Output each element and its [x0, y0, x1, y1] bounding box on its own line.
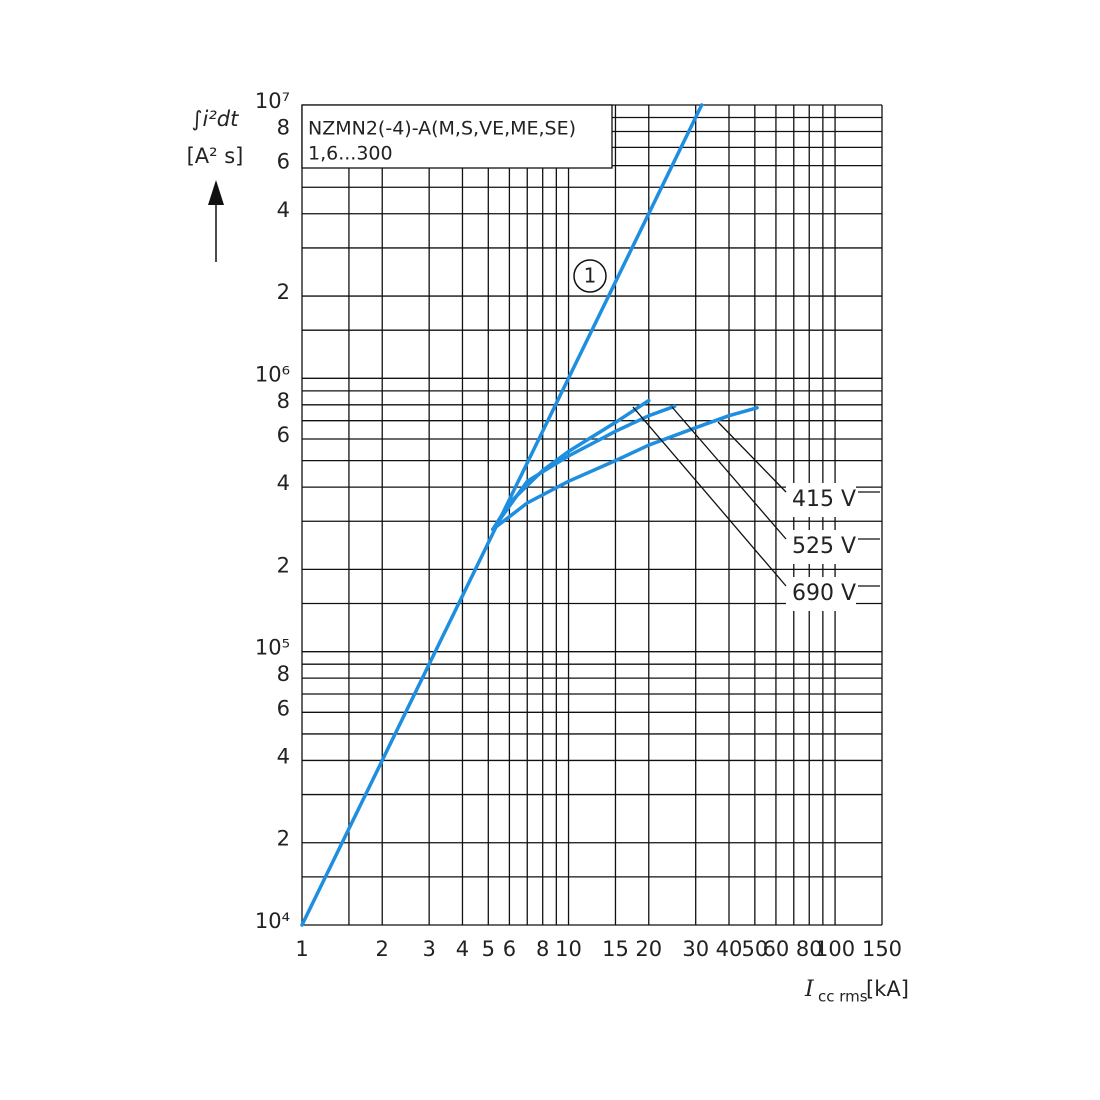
curves [300, 103, 759, 927]
grid [301, 104, 883, 926]
y-tick-label: 10⁴ [255, 909, 290, 933]
label-bg [786, 483, 856, 517]
y-tick-label: 2 [277, 280, 290, 304]
leader-line [717, 421, 787, 493]
x-tick-label: 6 [503, 937, 516, 961]
x-tick-label: 4 [456, 937, 469, 961]
y-tick-label: 10⁷ [255, 89, 290, 113]
x-axis-unit: [kA] [866, 977, 909, 1001]
series-label: 525 V [792, 534, 856, 559]
y-tick-label: 8 [277, 115, 290, 139]
x-axis-symbol: I [804, 977, 815, 1002]
y-tick-label: 4 [277, 198, 290, 222]
y-tick-label: 6 [277, 423, 290, 447]
series-label: 1 [584, 264, 597, 288]
series-line [491, 398, 651, 532]
annotation-circle [573, 259, 607, 293]
x-tick-label: 20 [635, 937, 662, 961]
x-tick-label: 2 [376, 937, 389, 961]
x-axis-subscript: cc rms [818, 988, 868, 1006]
x-tick-label: 150 [862, 937, 902, 961]
arrow-head [208, 180, 224, 205]
series-line [491, 406, 759, 532]
x-tick-label: 3 [422, 937, 435, 961]
series-label: 415 V [792, 487, 856, 512]
leader-line [632, 406, 787, 587]
title-box [301, 104, 613, 169]
y-tick-label: 8 [277, 662, 290, 686]
x-tick-label: 50 [741, 937, 768, 961]
leader-line [671, 406, 787, 540]
y-tick-label: 2 [277, 827, 290, 851]
x-tick-label: 15 [602, 937, 629, 961]
chart-title: NZMN2(-4)-A(M,S,VE,ME,SE) [308, 118, 576, 140]
y-axis-unit: [A² s] [187, 144, 244, 168]
y-tick-label: 8 [277, 389, 290, 413]
x-tick-label: 8 [536, 937, 549, 961]
chart-subtitle: 1,6...300 [308, 143, 393, 165]
label-bg [786, 530, 856, 564]
y-tick-label: 4 [277, 471, 290, 495]
y-axis-label: ∫i²dt [192, 107, 240, 131]
x-tick-label: 10 [555, 937, 582, 961]
label-bg [786, 577, 856, 611]
y-tick-label: 4 [277, 744, 290, 768]
x-tick-label: 60 [763, 937, 790, 961]
y-tick-label: 6 [277, 696, 290, 720]
x-tick-label: 30 [682, 937, 709, 961]
x-tick-label: 5 [482, 937, 495, 961]
x-tick-label: 40 [716, 937, 743, 961]
x-tick-label: 100 [815, 937, 855, 961]
y-tick-label: 10⁵ [255, 636, 290, 660]
y-tick-label: 10⁶ [255, 362, 290, 386]
x-tick-label: 80 [796, 937, 823, 961]
y-tick-label: 2 [277, 553, 290, 577]
series-label: 690 V [792, 581, 856, 606]
x-tick-label: 1 [295, 937, 308, 961]
series-labels: 1 415 V 525 V 690 V [573, 259, 880, 611]
y-tick-label: 6 [277, 150, 290, 174]
